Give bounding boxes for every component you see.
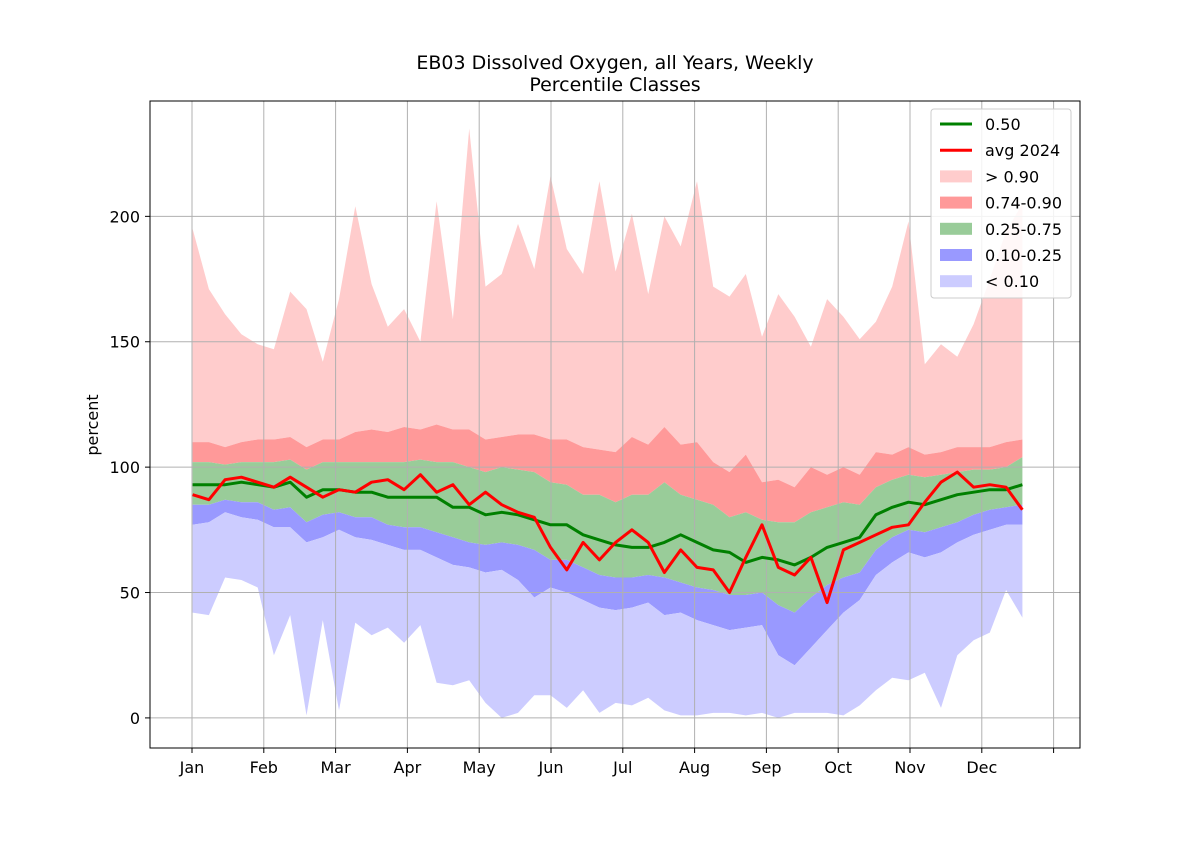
y-tick-label: 150 [109, 333, 140, 352]
x-tick-label: Nov [894, 758, 925, 777]
x-tick-label: Jan [179, 758, 205, 777]
y-axis: 0 50 100 150 200 [109, 207, 150, 728]
x-axis: Jan Feb Mar Apr May Jun Jul Aug Sep Oct Nov Dec [179, 748, 1055, 777]
legend: 0.50 avg 2024 > 0.90 0.74-0.90 0.25-0.75 0.10… [930, 108, 1072, 299]
legend-label-0-25-0-75: 0.25-0.75 [985, 220, 1062, 239]
x-tick-label: May [463, 758, 496, 777]
legend-swatch-0-25-0-75 [940, 222, 972, 235]
x-tick-label: Mar [321, 758, 352, 777]
series-lines [192, 470, 1024, 605]
y-axis-label: percent [83, 394, 102, 455]
legend-swatch-0-90 [940, 170, 972, 183]
band-10-25 [192, 499, 1023, 666]
x-tick-label: Apr [394, 758, 422, 777]
y-tick-label: 100 [109, 458, 140, 477]
x-tick-label: Sep [751, 758, 781, 777]
y-tick-label: 200 [109, 207, 140, 226]
band-above-90 [192, 128, 1023, 488]
legend-swatch-0-74-0-90 [940, 196, 972, 209]
legend-label-0-90: > 0.90 [985, 167, 1039, 186]
legend-label-0-50: 0.50 [985, 115, 1021, 134]
median-line [192, 480, 1023, 567]
x-tick-label: Jul [612, 758, 632, 777]
legend-label-0-10: < 0.10 [985, 272, 1039, 291]
legend-label-avg-2024: avg 2024 [985, 141, 1060, 160]
plot-frame [149, 100, 1081, 749]
chart-subtitle: Percentile Classes [529, 74, 700, 96]
legend-swatch-0-10-0-25 [940, 249, 972, 261]
grid-lines [150, 101, 1080, 748]
x-tick-label: Jun [538, 758, 564, 777]
x-tick-label: Dec [966, 758, 997, 777]
x-tick-label: Aug [679, 758, 710, 777]
legend-label-0-10-0-25: 0.10-0.25 [985, 246, 1062, 265]
legend-swatch-0-10 [940, 275, 972, 288]
avg-2024-line [192, 470, 1024, 605]
y-tick-label: 50 [120, 584, 140, 603]
chart-title: EB03 Dissolved Oxygen, all Years, Weekly [416, 52, 813, 74]
x-tick-label: Feb [250, 758, 278, 777]
x-tick-label: Oct [824, 758, 852, 777]
y-tick-label: 0 [130, 709, 140, 728]
band-74-90 [192, 424, 1023, 523]
legend-label-0-74-0-90: 0.74-0.90 [985, 194, 1062, 213]
band-below-10 [192, 512, 1023, 718]
